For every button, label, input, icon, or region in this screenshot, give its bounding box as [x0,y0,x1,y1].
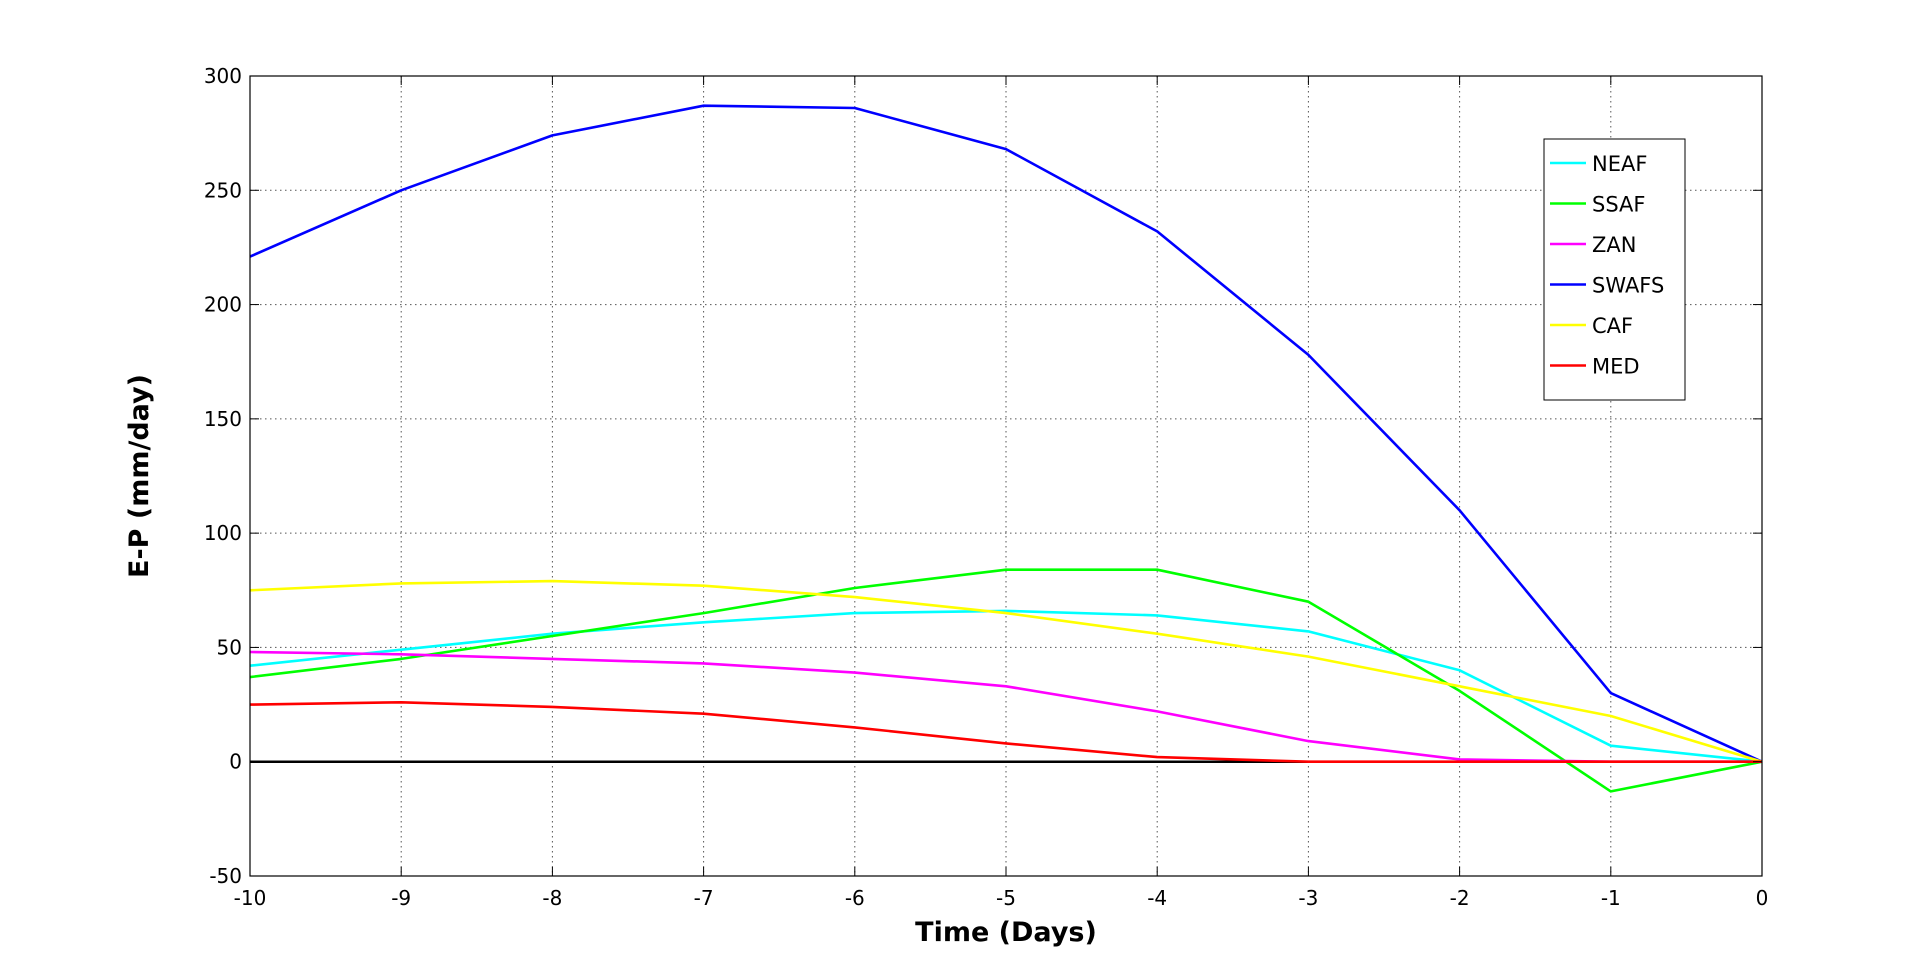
x-tick-label: -3 [1298,886,1318,910]
y-axis-title: E-P (mm/day) [124,374,155,578]
series-lines [249,104,1763,793]
legend-label-neaf: NEAF [1592,152,1647,176]
series-line-zan [249,650,1762,764]
y-tick-label: 300 [204,64,242,88]
x-tick-label: -7 [694,886,714,910]
x-tick-label: -8 [542,886,562,910]
legend: NEAF SSAF ZAN SWAFS CAF MED [1543,138,1686,401]
y-tick-label: -50 [209,864,242,888]
x-tick-label: -6 [845,886,865,910]
x-axis-title: Time (Days) [915,917,1097,948]
x-tick-label: -5 [996,886,1016,910]
y-tick-label: 0 [229,750,242,774]
x-tick-label: -2 [1450,886,1470,910]
x-tick-label: -4 [1147,886,1167,910]
series-line-caf [249,579,1763,763]
x-axis-ticks: -10 -9 -8 -7 -6 -5 -4 -3 -2 -1 0 [234,76,1769,910]
legend-label-swafs: SWAFS [1592,274,1664,298]
y-tick-label: 150 [204,407,242,431]
x-tick-label: -9 [391,886,411,910]
series-line-med [249,700,1762,764]
legend-label-zan: ZAN [1592,233,1636,257]
legend-label-caf: CAF [1592,314,1633,338]
x-tick-label: -1 [1601,886,1621,910]
y-tick-label: 100 [204,521,242,545]
y-tick-label: 50 [217,635,242,659]
x-tick-label: 0 [1756,886,1769,910]
series-line-ssaf [249,568,1763,793]
series-line-swafs [249,104,1763,763]
legend-box [1543,138,1686,401]
legend-label-ssaf: SSAF [1592,193,1646,217]
plot-area [249,75,1763,877]
y-axis-ticks: -50 0 50 100 150 200 250 300 [204,64,1762,888]
legend-label-med: MED [1592,355,1640,379]
y-tick-label: 200 [204,293,242,317]
y-tick-label: 250 [204,178,242,202]
x-tick-label: -10 [234,886,267,910]
